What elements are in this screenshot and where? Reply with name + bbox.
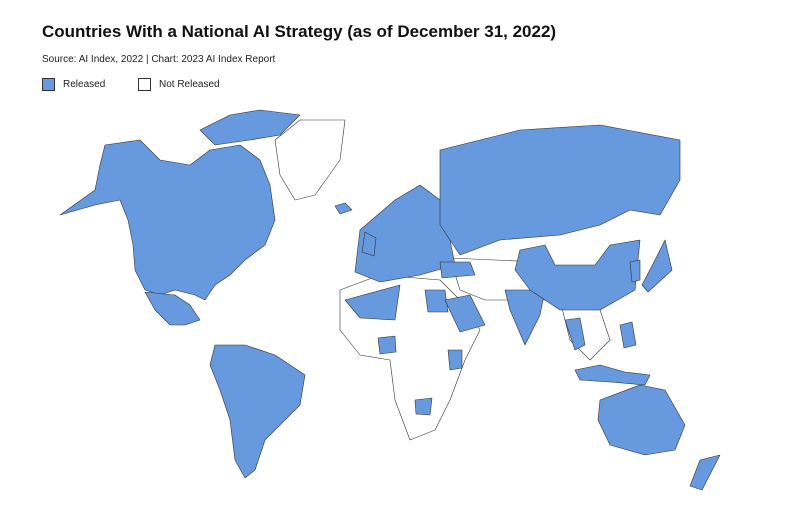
legend-item: Not Released bbox=[138, 78, 220, 91]
country bbox=[689, 454, 721, 491]
country bbox=[439, 261, 476, 279]
released-regions bbox=[59, 109, 721, 491]
country bbox=[144, 291, 201, 326]
country bbox=[344, 284, 401, 321]
legend-swatch bbox=[138, 78, 151, 91]
country bbox=[439, 124, 681, 256]
legend-label: Released bbox=[63, 79, 106, 90]
country bbox=[447, 349, 463, 371]
country bbox=[629, 259, 641, 283]
country bbox=[564, 317, 586, 351]
country bbox=[274, 119, 346, 201]
country bbox=[209, 344, 306, 479]
country bbox=[361, 231, 377, 257]
subtitle: Source: AI Index, 2022 | Chart: 2023 AI … bbox=[42, 54, 276, 65]
country bbox=[334, 202, 353, 215]
country bbox=[424, 289, 449, 313]
country bbox=[574, 364, 651, 386]
country bbox=[59, 139, 276, 301]
country bbox=[354, 184, 456, 283]
legend-item: Released bbox=[42, 78, 105, 91]
country bbox=[504, 289, 546, 346]
country bbox=[414, 397, 433, 416]
legend-swatch bbox=[42, 78, 55, 91]
title: Countries With a National AI Strategy (a… bbox=[42, 22, 557, 41]
legend-label: Not Released bbox=[159, 79, 220, 90]
country bbox=[619, 321, 637, 349]
country bbox=[641, 239, 673, 293]
country bbox=[199, 109, 301, 146]
country bbox=[444, 294, 486, 333]
country bbox=[377, 335, 397, 355]
country bbox=[597, 384, 686, 456]
